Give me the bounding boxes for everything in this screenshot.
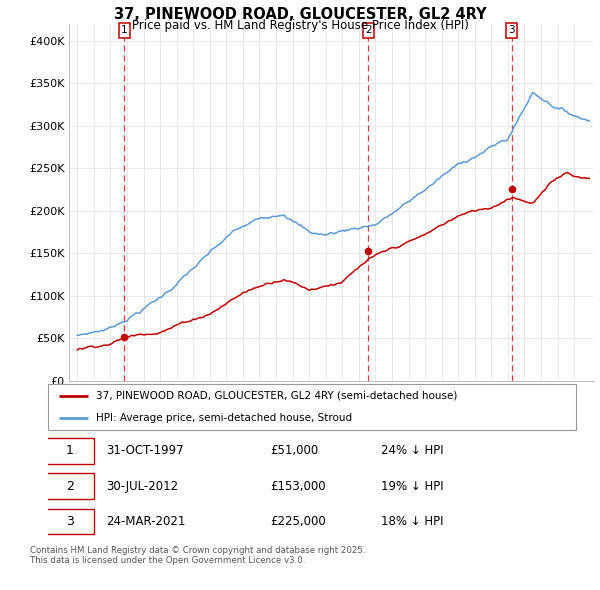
Text: 2: 2 — [66, 480, 74, 493]
Text: 19% ↓ HPI: 19% ↓ HPI — [380, 480, 443, 493]
Text: 24% ↓ HPI: 24% ↓ HPI — [380, 444, 443, 457]
Text: 3: 3 — [508, 25, 515, 35]
Text: £225,000: £225,000 — [270, 515, 326, 528]
Text: Price paid vs. HM Land Registry's House Price Index (HPI): Price paid vs. HM Land Registry's House … — [131, 19, 469, 32]
FancyBboxPatch shape — [46, 473, 94, 499]
Text: 31-OCT-1997: 31-OCT-1997 — [106, 444, 184, 457]
Text: 1: 1 — [121, 25, 127, 35]
FancyBboxPatch shape — [46, 438, 94, 464]
Text: 1: 1 — [66, 444, 74, 457]
FancyBboxPatch shape — [48, 384, 576, 430]
Text: 3: 3 — [66, 515, 74, 528]
Text: 24-MAR-2021: 24-MAR-2021 — [106, 515, 185, 528]
Text: 37, PINEWOOD ROAD, GLOUCESTER, GL2 4RY: 37, PINEWOOD ROAD, GLOUCESTER, GL2 4RY — [113, 7, 487, 22]
Text: 18% ↓ HPI: 18% ↓ HPI — [380, 515, 443, 528]
Text: Contains HM Land Registry data © Crown copyright and database right 2025.
This d: Contains HM Land Registry data © Crown c… — [30, 546, 365, 565]
FancyBboxPatch shape — [46, 509, 94, 535]
Text: £51,000: £51,000 — [270, 444, 318, 457]
Text: 37, PINEWOOD ROAD, GLOUCESTER, GL2 4RY (semi-detached house): 37, PINEWOOD ROAD, GLOUCESTER, GL2 4RY (… — [95, 391, 457, 401]
Text: 30-JUL-2012: 30-JUL-2012 — [106, 480, 178, 493]
Text: 2: 2 — [365, 25, 372, 35]
Text: HPI: Average price, semi-detached house, Stroud: HPI: Average price, semi-detached house,… — [95, 413, 352, 423]
Text: £153,000: £153,000 — [270, 480, 325, 493]
